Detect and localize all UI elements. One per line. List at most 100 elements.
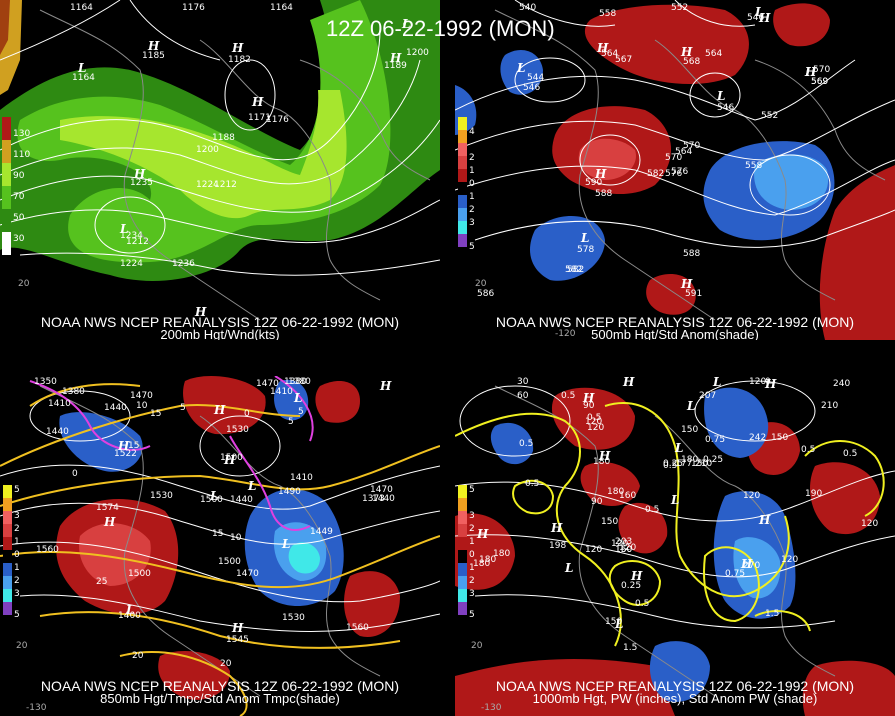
height-label: 582	[647, 169, 664, 179]
anom-blue	[530, 216, 605, 281]
legend-label: 110	[13, 150, 31, 160]
height-label: 546	[747, 13, 764, 23]
height-label: 270	[743, 561, 760, 571]
height-label: 120	[619, 543, 636, 553]
legend-label: 5	[469, 242, 475, 252]
legend-label: 2	[14, 524, 20, 534]
pressure-center-marker: H	[764, 377, 777, 391]
height-label: 120	[585, 545, 602, 555]
height-label: 240	[833, 379, 850, 389]
pressure-center-marker: L	[614, 617, 623, 631]
height-label: 1200	[196, 145, 219, 155]
height-label: 1182	[228, 55, 251, 65]
anom-red-light	[578, 138, 636, 180]
pressure-center-marker: H	[103, 515, 116, 529]
height-label: 1530	[226, 425, 249, 435]
pressure-center-marker: H	[133, 167, 146, 181]
height-label: 1171	[248, 113, 271, 123]
legend-label: 2	[14, 576, 20, 586]
height-label: 30	[517, 377, 529, 387]
grid-tick-label: 20	[471, 641, 483, 651]
pressure-center-marker: H	[622, 376, 635, 389]
pressure-center-marker: H	[740, 557, 753, 571]
pw-label: 0.5	[635, 599, 649, 609]
legend-label: 3	[14, 589, 20, 599]
height-label: 576	[671, 167, 688, 177]
height-label: 558	[745, 161, 762, 171]
pw-label: 0.5	[663, 461, 677, 471]
temperature-label: 15	[212, 529, 223, 539]
pressure-center-marker: H	[251, 95, 264, 109]
anom-blue	[490, 422, 534, 465]
height-label: 578	[577, 245, 594, 255]
pressure-center-marker: L	[716, 89, 725, 103]
legend-label: 70	[13, 192, 25, 202]
height-label: 160	[615, 545, 632, 555]
height-label: 570	[665, 153, 682, 163]
height-label: 120	[861, 519, 878, 529]
wind-jet-left-core	[0, 0, 10, 55]
pw-label: 0.5	[645, 505, 659, 515]
pressure-center-marker: H	[476, 527, 489, 541]
temperature-label: 5	[288, 417, 294, 427]
height-label: 90	[591, 497, 603, 507]
anom-red-light	[79, 523, 151, 586]
height-label: 150	[615, 545, 632, 555]
height-label: 1440	[46, 427, 69, 437]
height-label: 564	[675, 147, 692, 157]
anom-red	[618, 502, 668, 554]
height-label: 588	[683, 249, 700, 259]
panel-caption-field: 200mb Hgt/Wnd(kts)	[160, 327, 280, 340]
height-label: 552	[761, 111, 778, 121]
temperature-label: 15	[150, 409, 161, 419]
anom-red	[158, 651, 230, 700]
height-label: 1164	[72, 73, 95, 83]
height-label: 1560	[36, 545, 59, 555]
legend-label: 5	[14, 610, 20, 620]
anom-red	[646, 274, 696, 315]
height-label: 242	[749, 433, 766, 443]
height-label: 1530	[150, 491, 173, 501]
grid-tick-label: -120	[555, 329, 576, 339]
height-label: 180	[479, 555, 496, 565]
height-label: 1176	[182, 3, 205, 13]
wind-speed-legend: 130 110 90 70 50 30	[2, 117, 30, 257]
height-label: 1189	[384, 61, 407, 71]
pressure-center-marker: H	[389, 51, 402, 65]
temperature-label: 0	[72, 469, 78, 479]
height-label: 1350	[34, 377, 57, 387]
pressure-center-marker: L	[247, 479, 256, 493]
pressure-center-marker: H	[680, 277, 693, 291]
height-label: 120	[585, 417, 602, 427]
legend-label: 3	[469, 218, 475, 228]
temperature-label: 10	[136, 401, 148, 411]
height-label: 1212	[214, 180, 237, 190]
pressure-center-marker: H	[223, 453, 236, 467]
pw-label: 0.25	[621, 581, 641, 591]
wind-band-bright	[60, 90, 347, 219]
height-label: 570	[683, 141, 700, 151]
pressure-center-marker: H	[194, 305, 207, 319]
panel-caption-field: 500mb Hgt/Std Anom(shade)	[591, 327, 759, 340]
pw-label: 1.5	[623, 643, 637, 653]
height-label: 568	[683, 57, 700, 67]
panel-caption-title: NOAA NWS NCEP REANALYSIS 12Z 06-22-1992 …	[40, 314, 400, 330]
height-label: 582	[567, 265, 584, 275]
temperature-label: 25	[96, 577, 107, 587]
height-label: 1490	[278, 487, 301, 497]
height-label: 90	[583, 401, 595, 411]
height-label: 546	[523, 83, 540, 93]
height-label: 1470	[256, 379, 279, 389]
temperature-label: 10	[230, 533, 242, 543]
height-label: 586	[477, 289, 494, 299]
height-label: 540	[519, 3, 536, 13]
height-label: 1224	[196, 180, 219, 190]
pressure-center-marker: L	[674, 441, 683, 455]
height-label: 1440	[104, 403, 127, 413]
std-anom-legend: 4 2 1 0 1 2 3 5	[458, 117, 475, 257]
height-label: 120	[749, 377, 766, 387]
legend-label: 3	[469, 511, 475, 521]
height-contours	[0, 0, 440, 276]
height-label: 1234	[120, 231, 143, 241]
